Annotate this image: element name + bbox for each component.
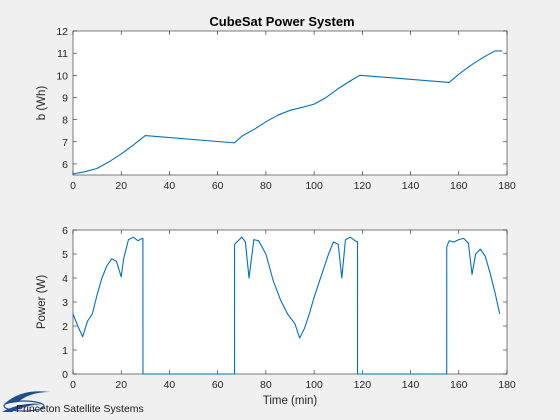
- logo-swoosh-icon: [2, 391, 50, 412]
- plot-area: [72, 229, 508, 375]
- series-line: [72, 50, 503, 175]
- y-tick-label: 6: [62, 159, 68, 171]
- x-tick-label: 160: [450, 180, 468, 192]
- y-tick-label: 12: [56, 26, 68, 38]
- x-tick-label: 0: [70, 379, 76, 391]
- y-tick-label: 2: [62, 321, 68, 333]
- x-axis-label: Time (min): [263, 395, 318, 407]
- y-tick-label: 0: [62, 369, 68, 381]
- x-tick-label: 60: [212, 379, 224, 391]
- y-tick-label: 7: [62, 137, 68, 149]
- logo-text: Princeton Satellite Systems: [16, 403, 144, 415]
- x-tick-label: 80: [260, 180, 272, 192]
- x-tick-label: 40: [164, 379, 176, 391]
- y-tick-label: 1: [62, 345, 68, 357]
- x-tick-label: 40: [164, 180, 176, 192]
- x-tick-label: 20: [115, 379, 127, 391]
- x-tick-label: 0: [70, 180, 76, 192]
- x-tick-label: 160: [450, 379, 468, 391]
- y-tick-label: 8: [62, 115, 68, 127]
- series-line: [72, 236, 501, 375]
- x-tick-label: 180: [498, 180, 516, 192]
- plot-area: [72, 30, 508, 176]
- y-tick-label: 11: [57, 48, 68, 60]
- company-logo: Princeton Satellite Systems: [2, 391, 144, 415]
- x-tick-label: 60: [212, 180, 224, 192]
- y-axis-label: Power (W): [36, 275, 48, 329]
- axes-top-battery: 0 20 40 60 80 100 120 140 160 180 6 7 8 9 10 11 12 b (Wh): [36, 26, 516, 192]
- x-tick-label: 100: [305, 379, 323, 391]
- y-tick-label: 5: [62, 249, 68, 261]
- x-tick-label: 80: [260, 379, 272, 391]
- y-axis-label: b (Wh): [36, 86, 48, 121]
- x-tick-label: 100: [305, 180, 323, 192]
- x-tick-label: 180: [498, 379, 516, 391]
- y-tick-label: 4: [62, 273, 68, 285]
- chart-title: CubeSat Power System: [209, 14, 354, 29]
- y-tick-label: 3: [62, 297, 68, 309]
- x-tick-label: 140: [402, 379, 420, 391]
- x-tick-label: 120: [354, 379, 372, 391]
- x-tick-label: 140: [402, 180, 420, 192]
- y-tick-label: 9: [62, 92, 68, 104]
- x-tick-label: 120: [354, 180, 372, 192]
- x-tick-label: 20: [115, 180, 127, 192]
- axes-bottom-power: 0 20 40 60 80 100 120 140 160 180 0 1 2 3 4 5 6 Power (W)…: [36, 225, 516, 407]
- y-tick-label: 6: [62, 225, 68, 237]
- y-tick-label: 10: [56, 70, 68, 82]
